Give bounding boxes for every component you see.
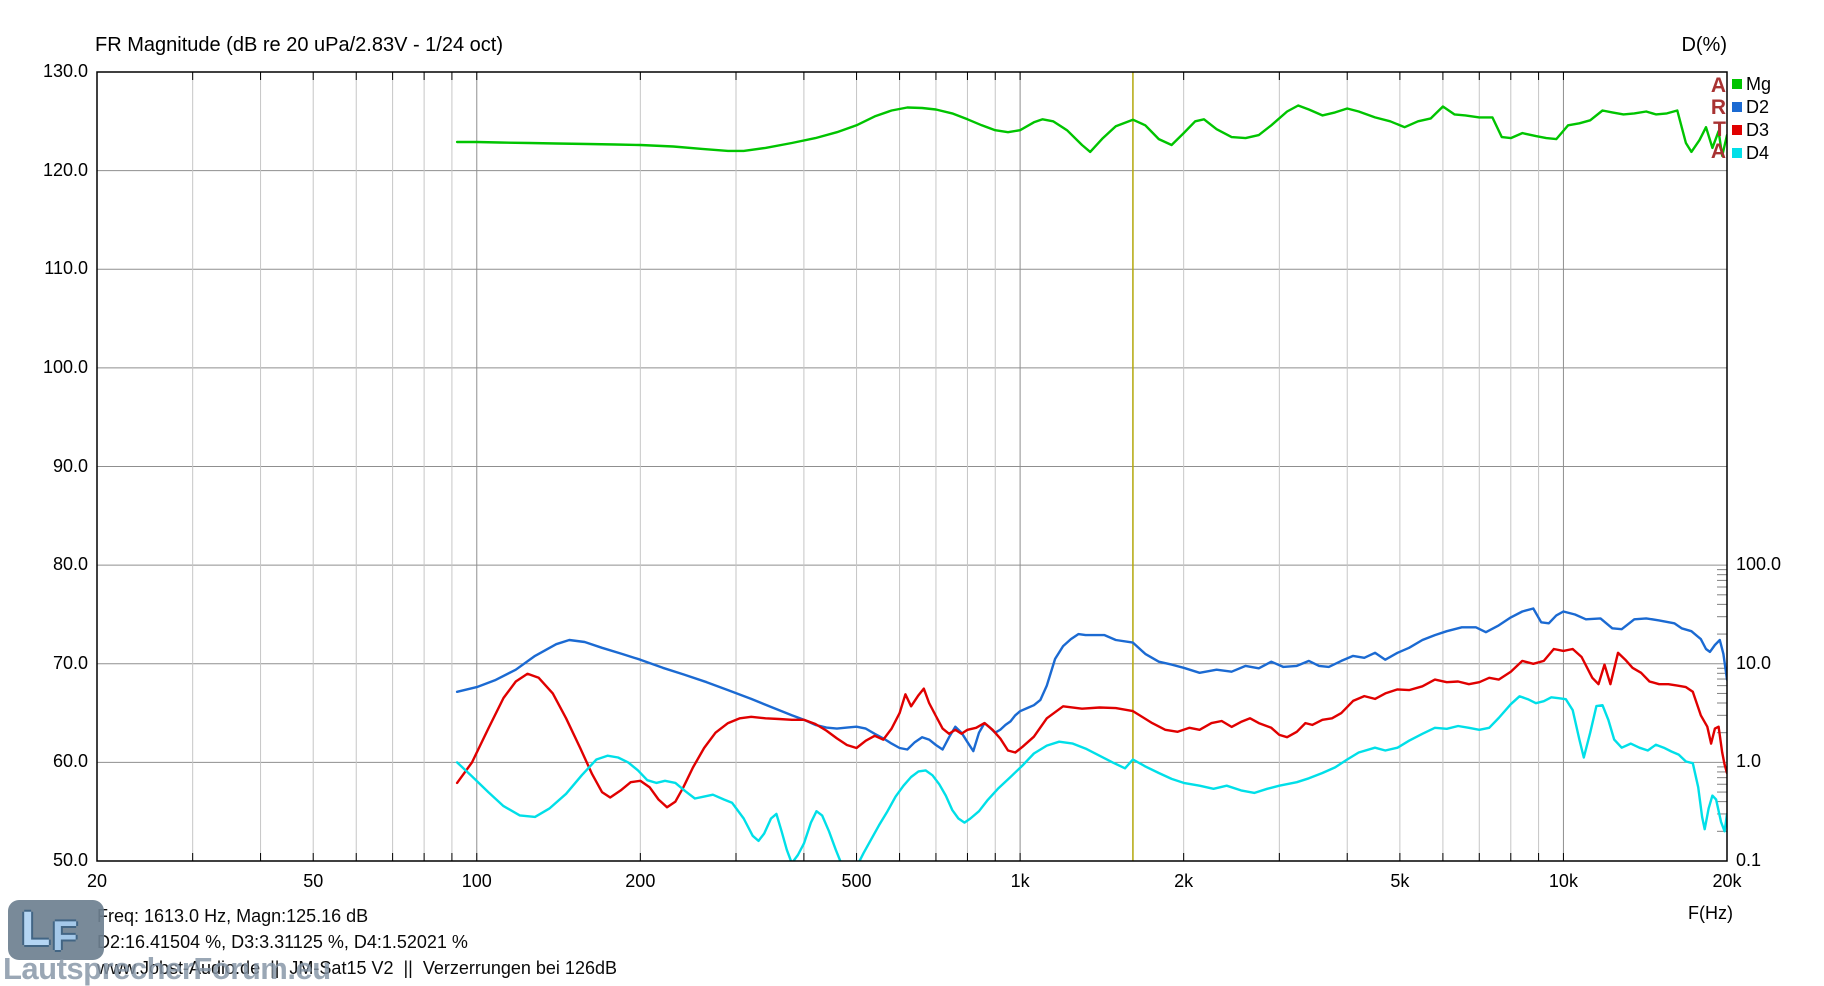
chart-title: FR Magnitude (dB re 20 uPa/2.83V - 1/24 … (95, 34, 503, 56)
y-axis-left-tick-label: 120.0 (42, 159, 88, 180)
legend-swatch-Mg (1732, 79, 1742, 89)
x-axis-unit-label: F(Hz) (1688, 903, 1733, 923)
arta-letter-2: T (1713, 118, 1726, 141)
x-axis-tick-label: 500 (841, 871, 872, 891)
y-axis-left-tick-label: 100.0 (42, 356, 88, 377)
x-axis-tick-label: 200 (625, 871, 656, 891)
legend-label-D4: D4 (1746, 143, 1770, 163)
y-axis-left-tick-label: 80.0 (52, 554, 88, 575)
legend-swatch-D3 (1732, 125, 1742, 135)
legend-label-D2: D2 (1746, 97, 1770, 117)
arta-letter-1: R (1710, 96, 1726, 119)
y-axis-right-tick-label: 0.1 (1736, 850, 1762, 870)
logo-letter-l: L (21, 903, 51, 956)
cursor-readout-freq-magn: Freq: 1613.0 Hz, Magn:125.16 dB (97, 906, 369, 926)
y-axis-left-tick-label: 130.0 (42, 61, 88, 81)
x-axis-tick-label: 50 (303, 871, 324, 891)
plot-border (96, 71, 1728, 862)
arta-letter-3: A (1710, 140, 1726, 163)
x-axis-tick-label: 2k (1174, 871, 1194, 891)
lautsprecherforum-logo: L F (8, 900, 104, 960)
legend-label-D3: D3 (1746, 120, 1770, 140)
legend-label-Mg: Mg (1746, 74, 1772, 94)
y-axis-left-tick-label: 50.0 (52, 850, 88, 870)
watermark-text: LautsprecherForum.eu (3, 951, 331, 986)
x-axis-tick-label: 20 (86, 871, 108, 891)
x-axis-tick-label: 100 (461, 871, 492, 891)
y-axis-right-tick-label: 1.0 (1736, 751, 1762, 772)
y-axis-left-tick-label: 70.0 (52, 652, 88, 673)
x-axis-tick-label: 1k (1010, 871, 1030, 891)
measurement-info-line: www.Jobst-Audio.de || JM-Sat15 V2 || Ver… (97, 958, 617, 978)
logo-letter-f: F (52, 912, 78, 959)
y-axis-left-tick-label: 90.0 (52, 455, 88, 476)
y-axis-left-tick-label: 60.0 (52, 751, 88, 772)
arta-letter-0: A (1710, 74, 1726, 97)
series-curve-D2 (455, 607, 1727, 753)
y-axis-left-tick-label: 110.0 (44, 258, 88, 279)
cursor-readout-distortion: D2:16.41504 %, D3:3.31125 %, D4:1.52021 … (97, 932, 468, 952)
y-axis-right-tick-label: 100.0 (1736, 554, 1782, 575)
legend-swatch-D2 (1732, 102, 1742, 112)
series-curve-Mg (455, 104, 1727, 157)
series-curve-D3 (455, 647, 1727, 809)
x-axis-tick-label: 10k (1548, 871, 1578, 891)
x-axis-tick-label: 5k (1390, 871, 1410, 891)
x-axis-tick-label: 20k (1712, 871, 1742, 891)
legend-swatch-D4 (1732, 148, 1742, 158)
right-axis-title: D(%) (1681, 34, 1727, 56)
y-axis-right-tick-label: 10.0 (1736, 652, 1772, 673)
series-curve-D4 (455, 695, 1727, 861)
